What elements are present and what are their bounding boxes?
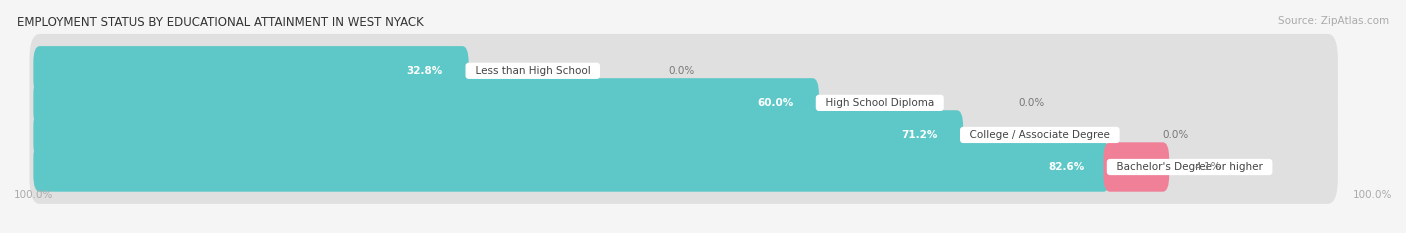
FancyBboxPatch shape xyxy=(34,142,1109,192)
FancyBboxPatch shape xyxy=(34,46,468,96)
Text: 100.0%: 100.0% xyxy=(14,190,53,200)
Text: 0.0%: 0.0% xyxy=(1018,98,1045,108)
Text: 32.8%: 32.8% xyxy=(406,66,443,76)
Text: 4.1%: 4.1% xyxy=(1195,162,1222,172)
FancyBboxPatch shape xyxy=(34,110,963,160)
FancyBboxPatch shape xyxy=(30,130,1339,204)
Text: 82.6%: 82.6% xyxy=(1047,162,1084,172)
Text: 60.0%: 60.0% xyxy=(756,98,793,108)
Text: 0.0%: 0.0% xyxy=(668,66,695,76)
Text: Source: ZipAtlas.com: Source: ZipAtlas.com xyxy=(1278,16,1389,26)
FancyBboxPatch shape xyxy=(30,66,1339,140)
FancyBboxPatch shape xyxy=(30,34,1339,108)
Text: High School Diploma: High School Diploma xyxy=(818,98,941,108)
Text: 71.2%: 71.2% xyxy=(901,130,938,140)
FancyBboxPatch shape xyxy=(34,78,818,127)
Text: Bachelor's Degree or higher: Bachelor's Degree or higher xyxy=(1109,162,1270,172)
Text: 100.0%: 100.0% xyxy=(1353,190,1392,200)
Text: 0.0%: 0.0% xyxy=(1163,130,1189,140)
FancyBboxPatch shape xyxy=(1104,142,1170,192)
Text: Less than High School: Less than High School xyxy=(468,66,598,76)
FancyBboxPatch shape xyxy=(30,98,1339,172)
Text: College / Associate Degree: College / Associate Degree xyxy=(963,130,1116,140)
Text: EMPLOYMENT STATUS BY EDUCATIONAL ATTAINMENT IN WEST NYACK: EMPLOYMENT STATUS BY EDUCATIONAL ATTAINM… xyxy=(17,16,423,29)
